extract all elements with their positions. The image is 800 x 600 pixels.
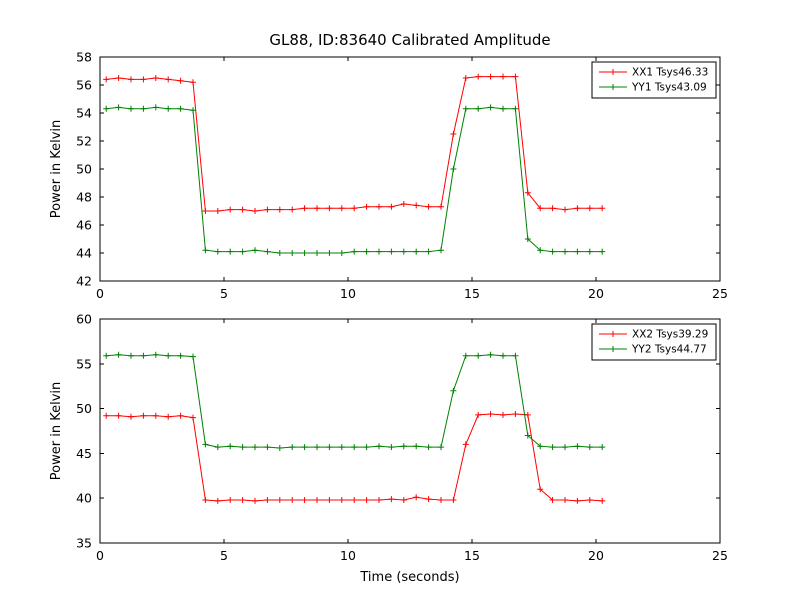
subplot-1: 0 5 10 15 20 25 42 44 46 48 50 52 54 56 58 GL88, ID:836… [49, 31, 728, 301]
y-tick-label: 52 [76, 134, 92, 149]
legend-entry-xx2: XX2 Tsys39.29 [599, 329, 708, 341]
x-tick-label: 20 [588, 286, 604, 301]
y-axis-label: Power in Kelvin [49, 382, 64, 480]
x-tick-label: 0 [96, 548, 104, 563]
legend-box [591, 323, 717, 361]
y-tick-label: 48 [76, 190, 92, 205]
series-line-yy1 [106, 106, 603, 254]
y-tick-label: 50 [76, 401, 92, 416]
series-markers-yy2 [103, 351, 606, 451]
x-tick-label: 15 [464, 286, 480, 301]
x-tick-label: 5 [220, 286, 228, 301]
tick-labels: 0 5 10 15 20 25 42 44 46 48 50 52 54 56 58 [76, 50, 728, 302]
y-tick-label: 46 [76, 218, 92, 233]
y-tick-label: 60 [76, 312, 92, 327]
x-tick-label: 0 [96, 286, 104, 301]
legend-marker-plus-icon [610, 84, 616, 90]
chart-title: GL88, ID:83640 Calibrated Amplitude [269, 31, 550, 49]
subplot-2: 0 5 10 15 20 25 35 40 45 50 55 60 Power in Kelvin Tim… [49, 312, 728, 586]
x-axis-label: Time (seconds) [359, 570, 459, 585]
series-markers-xx2 [103, 411, 606, 504]
legend-label: XX1 Tsys46.33 [632, 67, 708, 79]
x-tick-label: 10 [340, 286, 356, 301]
legend-label: XX2 Tsys39.29 [632, 329, 708, 341]
series-line-xx2 [106, 413, 603, 502]
legend-label: YY2 Tsys44.77 [631, 344, 707, 356]
y-tick-label: 42 [76, 274, 92, 289]
legend-entry-yy2: YY2 Tsys44.77 [599, 344, 707, 356]
x-tick-label: 10 [340, 548, 356, 563]
y-tick-label: 44 [76, 246, 92, 261]
x-tick-label: 5 [220, 548, 228, 563]
series-markers-xx1 [103, 73, 606, 214]
legend-label: YY1 Tsys43.09 [631, 82, 707, 94]
y-axis-label: Power in Kelvin [49, 120, 64, 218]
y-tick-label: 50 [76, 162, 92, 177]
y-tick-label: 45 [76, 446, 92, 461]
legend-box [591, 61, 717, 99]
y-tick-label: 40 [76, 491, 92, 506]
legend: XX1 Tsys46.33 YY1 Tsys43.09 [591, 61, 717, 99]
axes-frame [99, 56, 721, 282]
x-tick-label: 15 [464, 548, 480, 563]
y-tick-label: 56 [76, 78, 92, 93]
legend-entry-yy1: YY1 Tsys43.09 [599, 82, 707, 94]
x-tick-label: 25 [712, 286, 728, 301]
y-tick-label: 55 [76, 356, 92, 371]
x-tick-label: 20 [588, 548, 604, 563]
series-markers-yy1 [103, 104, 606, 256]
legend-entry-xx1: XX1 Tsys46.33 [599, 67, 708, 79]
x-tick-label: 25 [712, 548, 728, 563]
legend-marker-plus-icon [610, 346, 616, 352]
y-tick-label: 54 [76, 106, 92, 121]
legend-marker-plus-icon [610, 331, 616, 337]
y-tick-label: 35 [76, 536, 92, 551]
tick-labels: 0 5 10 15 20 25 35 40 45 50 55 60 [76, 312, 728, 564]
legend-marker-plus-icon [610, 69, 616, 75]
legend: XX2 Tsys39.29 YY2 Tsys44.77 [591, 323, 717, 361]
axes-frame [99, 318, 721, 544]
y-tick-label: 58 [76, 50, 92, 65]
